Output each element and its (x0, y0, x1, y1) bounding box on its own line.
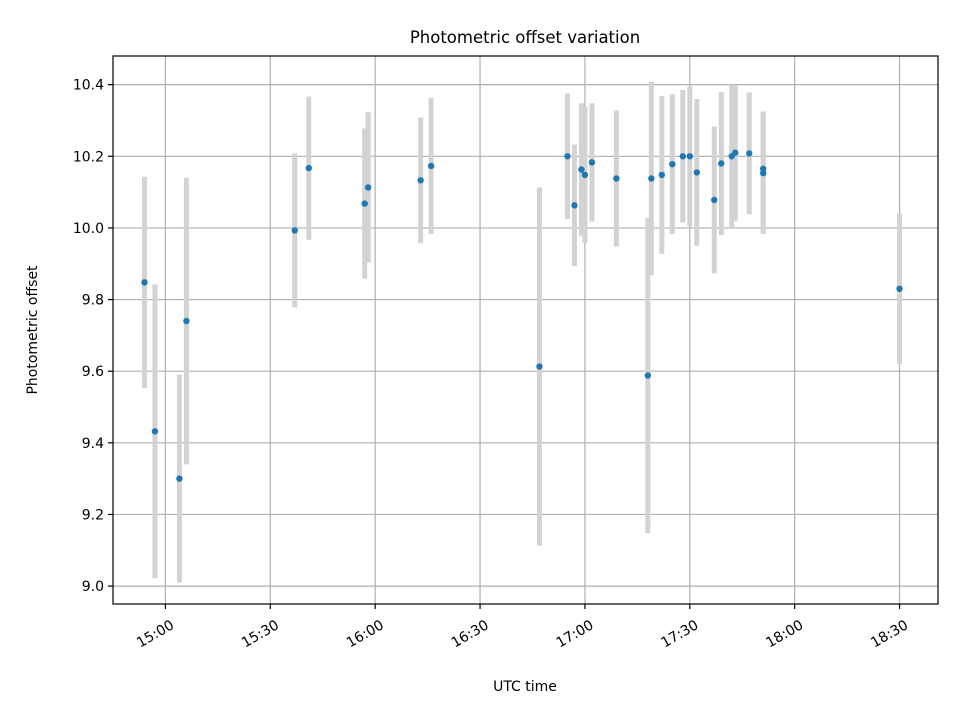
data-point (644, 372, 652, 379)
data-point (564, 153, 571, 160)
plot-frame (112, 55, 939, 605)
data-point (760, 169, 767, 177)
data-point (361, 200, 368, 207)
y-tick-label: 9.4 (82, 436, 104, 452)
data-point (658, 171, 666, 179)
data-point (581, 171, 589, 179)
data-point (648, 175, 655, 182)
data-point (291, 227, 298, 234)
data-point (536, 363, 543, 370)
y-axis-label: Photometric offset (25, 265, 41, 395)
y-tick-label: 9.2 (82, 507, 104, 523)
data-point (151, 428, 159, 435)
grid (113, 56, 938, 604)
data-point (364, 184, 372, 191)
data-point (732, 149, 739, 156)
data-point (571, 202, 578, 209)
data-point (711, 196, 718, 204)
data-point (417, 177, 424, 184)
y-axis: 9.0 9.2 9.4 9.6 9.8 10.0 10.2 10.4 (73, 78, 113, 595)
y-tick-label: 9.0 (82, 579, 104, 595)
data-point (427, 162, 435, 170)
data-point (141, 279, 148, 286)
y-tick-label: 10.0 (73, 221, 104, 237)
y-tick-label: 10.4 (73, 78, 104, 94)
data-point (693, 169, 700, 176)
data-point (896, 285, 903, 293)
data-point (718, 160, 725, 167)
y-tick-label: 9.6 (82, 364, 104, 380)
y-tick-label: 10.2 (73, 149, 104, 165)
data-point (669, 160, 676, 168)
data-point (183, 317, 190, 325)
data-point (578, 166, 585, 173)
data-point (588, 159, 596, 166)
data-points (141, 149, 903, 482)
data-point (679, 153, 687, 160)
data-point (305, 164, 312, 172)
chart-title: Photometric offset variation (410, 28, 640, 47)
data-point (176, 475, 183, 482)
x-axis-label: UTC time (493, 679, 557, 695)
data-point (746, 150, 753, 157)
data-point (613, 175, 620, 182)
data-point (686, 153, 694, 160)
y-tick-label: 9.8 (82, 293, 104, 309)
